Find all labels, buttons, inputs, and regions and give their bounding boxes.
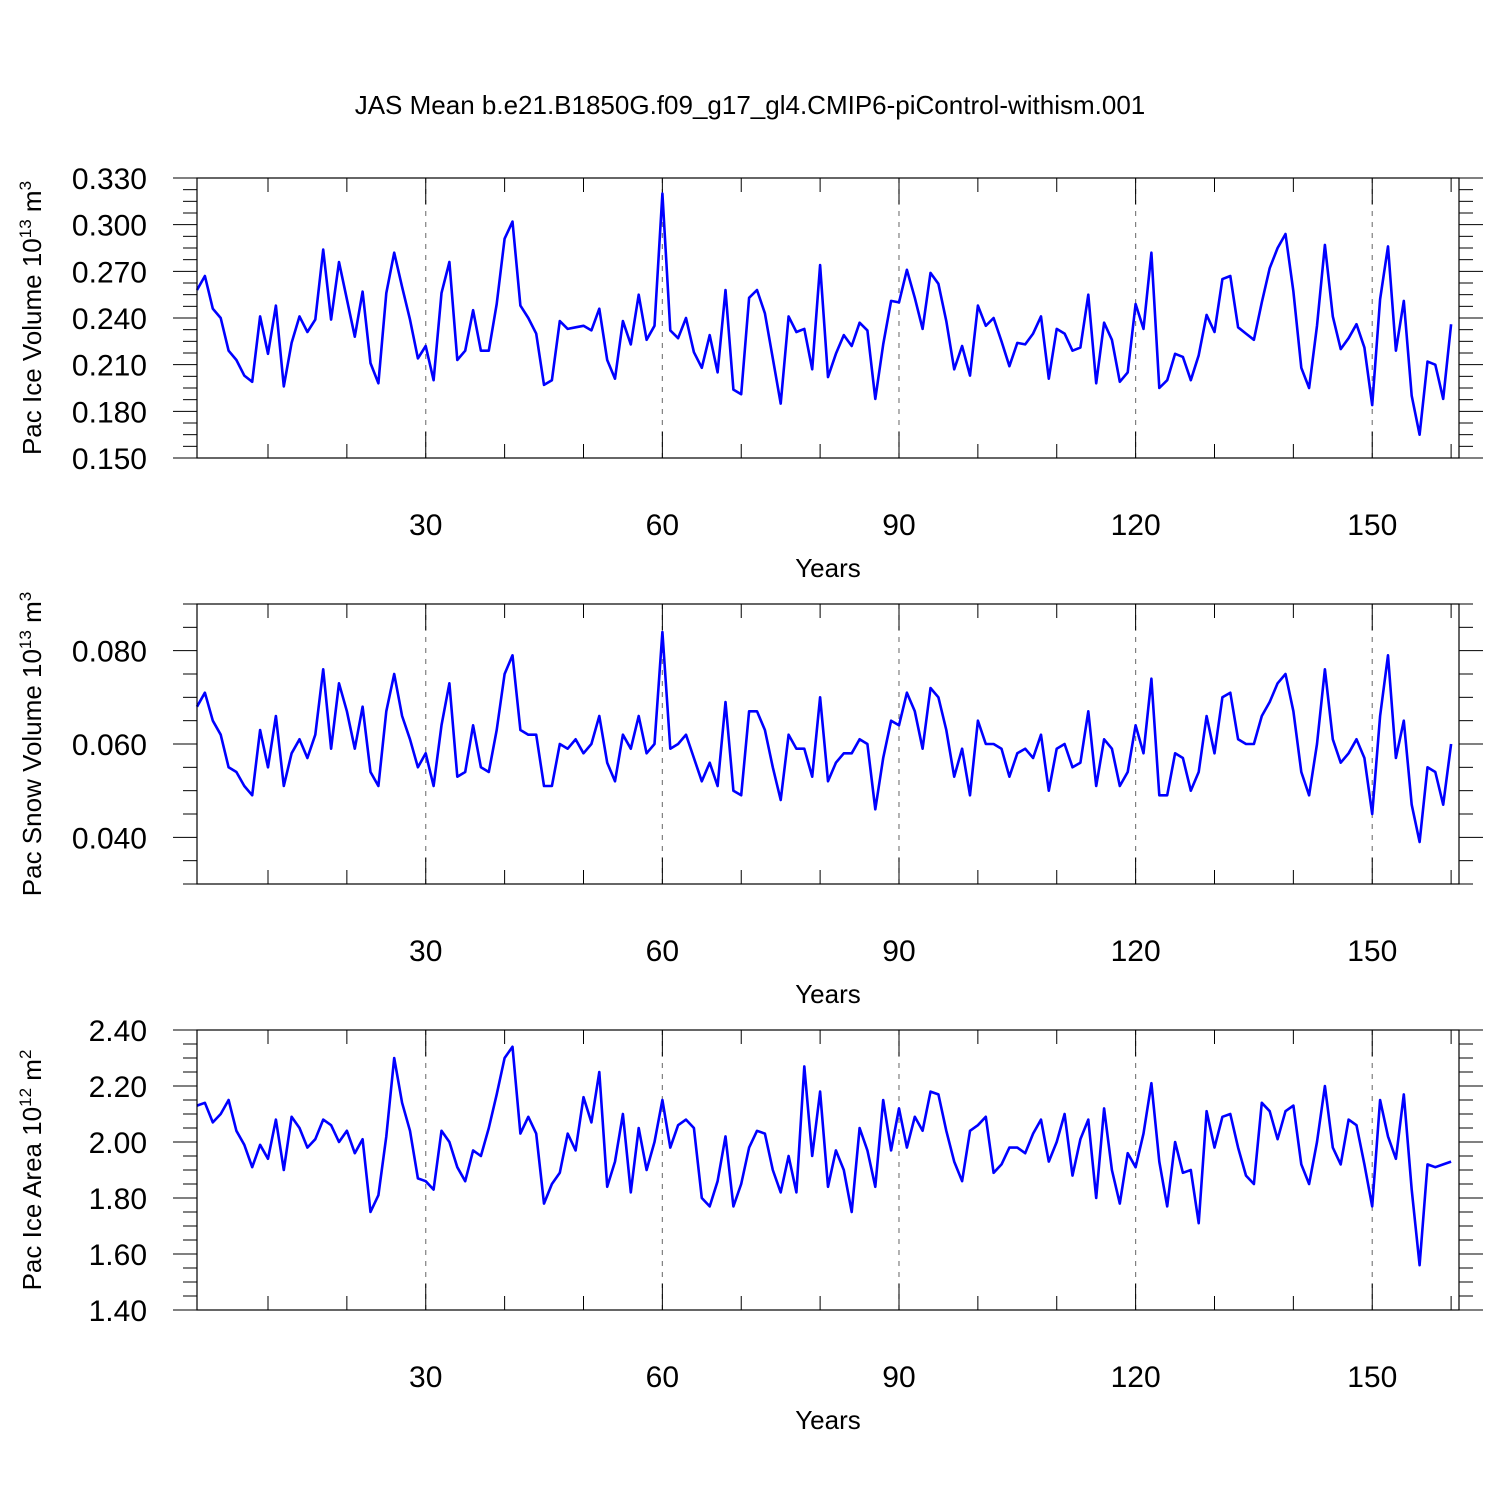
y-tick-label: 0.330 bbox=[72, 163, 147, 196]
y-axis-label: Pac Ice Area 1012 m2 bbox=[16, 1050, 47, 1291]
y-tick-label: 0.150 bbox=[72, 443, 147, 476]
y-axis-label-text: m bbox=[17, 190, 47, 219]
x-tick-label: 150 bbox=[1347, 509, 1397, 542]
x-tick-label: 60 bbox=[646, 935, 679, 968]
x-tick-label: 120 bbox=[1111, 935, 1161, 968]
y-axis-label-text: m bbox=[17, 1059, 47, 1088]
x-tick-label: 120 bbox=[1111, 1361, 1161, 1394]
y-tick-label: 1.60 bbox=[89, 1239, 147, 1272]
y-axis-label-text: Pac Snow Volume 10 bbox=[17, 649, 47, 896]
chart-panel-1: 0.150 0.180 0.210 0.240 0.270 0.300 0.330 30 60 9… bbox=[16, 163, 1483, 583]
y-tick-label: 2.40 bbox=[89, 1015, 147, 1048]
plot-frame bbox=[196, 177, 1460, 459]
x-tick-label: 30 bbox=[409, 509, 442, 542]
y-axis-label-superscript: 3 bbox=[16, 592, 35, 601]
x-tick-label: 90 bbox=[882, 509, 915, 542]
y-tick-label: 1.40 bbox=[89, 1295, 147, 1328]
x-tick-label: 60 bbox=[646, 1361, 679, 1394]
x-tick-label: 90 bbox=[882, 935, 915, 968]
y-tick-label: 0.180 bbox=[72, 396, 147, 429]
y-axis-label: Pac Ice Volume 1013 m3 bbox=[16, 181, 47, 455]
y-tick-label: 0.080 bbox=[72, 636, 147, 669]
y-axis-label-superscript: 2 bbox=[16, 1050, 35, 1059]
y-axis-label-superscript: 13 bbox=[16, 219, 35, 238]
x-axis-label: Years bbox=[795, 553, 861, 583]
x-tick-label: 150 bbox=[1347, 935, 1397, 968]
y-axis-label-text: m bbox=[17, 601, 47, 630]
y-tick-label: 0.040 bbox=[72, 822, 147, 855]
x-tick-label: 90 bbox=[882, 1361, 915, 1394]
x-tick-label: 150 bbox=[1347, 1361, 1397, 1394]
chart-title: JAS Mean b.e21.B1850G.f09_g17_gl4.CMIP6-… bbox=[355, 90, 1146, 120]
y-axis-label-text: Pac Ice Area 10 bbox=[17, 1107, 47, 1291]
data-series-line-1 bbox=[195, 630, 1453, 844]
y-tick-label: 0.300 bbox=[72, 210, 147, 243]
chart-panel-3: 1.40 1.60 1.80 2.00 2.20 2.40 30 60 90 120 150 Year… bbox=[16, 1015, 1483, 1435]
x-tick-label: 30 bbox=[409, 935, 442, 968]
y-tick-label: 2.20 bbox=[89, 1071, 147, 1104]
y-axis-label-superscript: 12 bbox=[16, 1088, 35, 1107]
y-axis-label: Pac Snow Volume 1013 m3 bbox=[16, 592, 47, 896]
chart-panels: 0.150 0.180 0.210 0.240 0.270 0.300 0.330 30 60 9… bbox=[16, 163, 1483, 1435]
y-tick-label: 0.060 bbox=[72, 729, 147, 762]
y-tick-label: 1.80 bbox=[89, 1183, 147, 1216]
plot-frame bbox=[196, 1029, 1460, 1311]
y-tick-label: 0.270 bbox=[72, 256, 147, 289]
x-tick-label: 120 bbox=[1111, 509, 1161, 542]
data-series-line-1 bbox=[195, 192, 1453, 437]
y-tick-label: 0.210 bbox=[72, 350, 147, 383]
y-tick-label: 0.240 bbox=[72, 303, 147, 336]
y-tick-label: 2.00 bbox=[89, 1127, 147, 1160]
data-series-line-1 bbox=[196, 1045, 1452, 1267]
x-axis-label: Years bbox=[795, 979, 861, 1009]
x-axis-label: Years bbox=[795, 1405, 861, 1435]
y-axis-label-superscript: 3 bbox=[16, 181, 35, 190]
chart-panel-2: 0.040 0.060 0.080 30 60 90 120 150 Years Pac Snow… bbox=[16, 592, 1483, 1009]
x-tick-label: 60 bbox=[646, 509, 679, 542]
plot-frame bbox=[196, 603, 1460, 885]
y-axis-label-text: Pac Ice Volume 10 bbox=[17, 238, 47, 455]
x-tick-label: 30 bbox=[409, 1361, 442, 1394]
y-axis-label-superscript: 13 bbox=[16, 630, 35, 649]
